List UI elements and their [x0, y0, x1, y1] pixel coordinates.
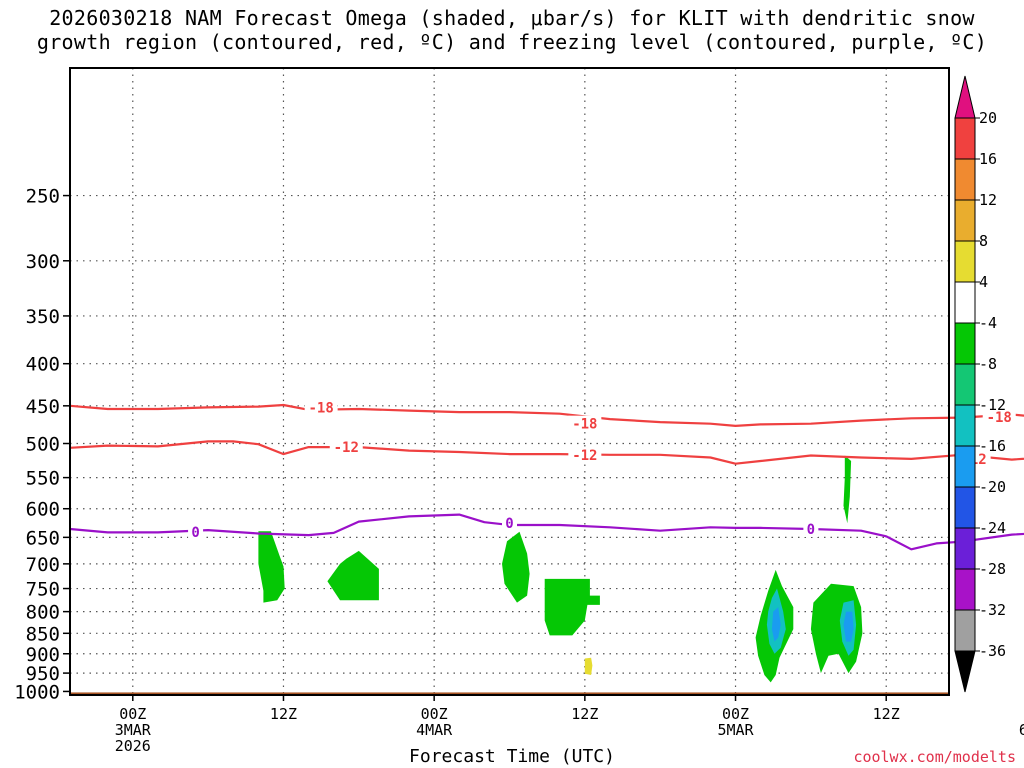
- colorbar-band: [954, 199, 976, 242]
- y-tick-label: 600: [26, 499, 60, 521]
- omega-region: [843, 611, 854, 642]
- y-tick-label: 850: [26, 623, 60, 645]
- colorbar-label: -16: [979, 437, 1006, 455]
- contour-label: 0: [505, 516, 513, 532]
- omega-region: [843, 455, 852, 524]
- y-tick-label: 750: [26, 579, 60, 601]
- colorbar-label: 16: [979, 150, 997, 168]
- contour-label-bg: [329, 439, 363, 456]
- x-tick-label: 2026: [115, 737, 151, 755]
- x-tick-label: 00Z: [119, 705, 146, 723]
- contour-label: -12: [572, 448, 597, 464]
- omega-region: [584, 657, 593, 675]
- y-tick-label: 800: [26, 602, 60, 624]
- x-axis-time: 00Z3MAR202612Z00Z4MAR12Z00Z5MAR12Z00Z6MA…: [115, 695, 1024, 755]
- y-tick-label: 950: [26, 663, 60, 685]
- omega-shaded-regions: [258, 455, 863, 683]
- contour-label-bg: [502, 514, 517, 531]
- x-tick-label: 12Z: [873, 705, 900, 723]
- x-axis-label: Forecast Time (UTC): [409, 746, 615, 767]
- colorbar-band: [954, 527, 976, 570]
- colorbar-label: 8: [979, 232, 988, 250]
- colorbar-band: [954, 363, 976, 406]
- colorbar-band: [954, 404, 976, 447]
- y-tick-label: 250: [26, 186, 60, 208]
- omega-region: [544, 578, 600, 636]
- plot-frame: [69, 67, 950, 696]
- colorbar-label: -8: [979, 355, 997, 373]
- colorbar-band: [954, 609, 976, 652]
- colorbar-band: [954, 445, 976, 488]
- x-tick-label: 12Z: [270, 705, 297, 723]
- colorbar-label: 4: [979, 273, 988, 291]
- y-tick-label: 350: [26, 306, 60, 328]
- x-tick-label: 12Z: [571, 705, 598, 723]
- chart-title-line-2: growth region (contoured, red, ºC) and f…: [36, 30, 988, 54]
- grid-lines: [70, 68, 949, 695]
- contour-label: -18: [987, 410, 1012, 426]
- contour-label: -18: [572, 417, 597, 433]
- x-tick-label: 3MAR: [115, 721, 152, 739]
- colorbar-label: -24: [979, 519, 1006, 537]
- contour-label-bg: [568, 415, 602, 432]
- contour-line-neg18: [69, 403, 1024, 427]
- colorbar-bottom-arrow: [954, 650, 976, 693]
- contour-label-bg: [803, 521, 819, 538]
- y-tick-label: 300: [26, 251, 60, 273]
- colorbar-legend: 20 16 12 8 4 -4 -8 -12 -16 -20 -24 -28 -32 -36: [954, 75, 1006, 693]
- colorbar-band: [954, 322, 976, 365]
- site-credit: coolwx.com/modelts: [853, 748, 1016, 766]
- colorbar-band: [954, 568, 976, 611]
- contour-line-0: [69, 513, 1024, 551]
- colorbar-label: -4: [979, 314, 997, 332]
- y-tick-label: 650: [26, 527, 60, 549]
- colorbar-band: [954, 117, 976, 160]
- y-tick-label: 450: [26, 396, 60, 418]
- colorbar-label: 12: [979, 191, 997, 209]
- y-tick-label: 700: [26, 554, 60, 576]
- ground-surface: [70, 692, 949, 695]
- colorbar-label: -20: [979, 478, 1006, 496]
- x-tick-label: 6MAR: [1019, 721, 1024, 739]
- omega-region: [502, 531, 530, 603]
- y-tick-label: 900: [26, 644, 60, 666]
- x-tick-label: 5MAR: [717, 721, 754, 739]
- y-tick-label: 500: [26, 434, 60, 456]
- contour-label-bg: [304, 399, 338, 416]
- contour-label-bg: [568, 446, 602, 463]
- contour-label: -12: [334, 440, 359, 456]
- colorbar-label: -12: [979, 396, 1006, 414]
- contour-label: 0: [807, 522, 815, 538]
- contour-label: 0: [191, 525, 199, 541]
- omega-region: [258, 531, 285, 603]
- colorbar-label: -36: [979, 642, 1006, 660]
- contour-line-neg12: [69, 440, 1024, 465]
- colorbar-band: [954, 486, 976, 529]
- chart-title: 2026030218 NAM Forecast Omega (shaded, μ…: [0, 6, 1024, 54]
- y-tick-label: 1000: [14, 681, 60, 703]
- x-tick-label: 00Z: [722, 705, 749, 723]
- chart-title-line-1: 2026030218 NAM Forecast Omega (shaded, μ…: [49, 6, 975, 30]
- contour-label-bg: [188, 523, 204, 540]
- contour-label: -18: [308, 400, 333, 416]
- y-axis-pressure: 2503003504004505005506006507007508008509…: [14, 186, 70, 703]
- colorbar-band: [954, 240, 976, 283]
- contour-label-bg: [982, 408, 1016, 425]
- ground-layer: [70, 692, 949, 695]
- y-tick-label: 550: [26, 468, 60, 490]
- x-tick-label: 4MAR: [416, 721, 453, 739]
- colorbar-band: [954, 281, 976, 324]
- omega-region: [771, 607, 781, 642]
- colorbar-top-arrow: [954, 75, 976, 119]
- x-tick-label: 00Z: [421, 705, 448, 723]
- omega-region: [327, 550, 379, 601]
- colorbar-band: [954, 158, 976, 201]
- y-tick-label: 400: [26, 354, 60, 376]
- colorbar-label: -32: [979, 601, 1006, 619]
- colorbar-label: 20: [979, 109, 997, 127]
- colorbar-label: -28: [979, 560, 1006, 578]
